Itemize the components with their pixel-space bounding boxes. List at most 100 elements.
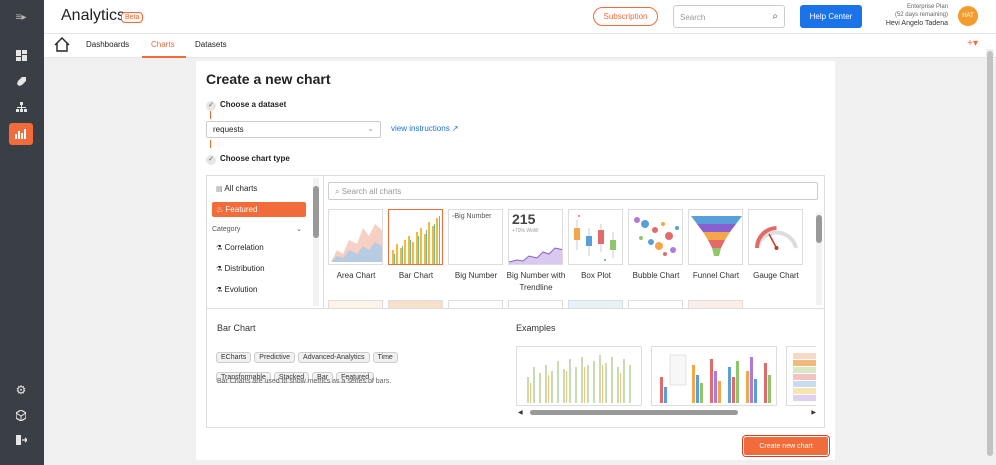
chart-thumb-next[interactable] [328, 300, 383, 309]
help-center-button[interactable]: Help Center [800, 5, 862, 28]
chart-thumb-bar[interactable] [388, 209, 443, 265]
home-icon[interactable] [54, 37, 70, 52]
chevron-down-icon: ⌄ [367, 124, 374, 133]
examples-scrollbar[interactable]: ◀ ▶ [516, 409, 816, 416]
dataset-select[interactable]: requests ⌄ [206, 121, 381, 138]
scroll-right-icon[interactable]: ▶ [811, 410, 816, 416]
gear-icon[interactable]: ⚙ [15, 383, 27, 397]
hierarchy-icon[interactable] [9, 96, 33, 118]
tag[interactable]: ECharts [216, 352, 252, 363]
categories-scrollbar[interactable] [313, 178, 319, 306]
all-charts-label: All charts [224, 184, 258, 193]
user-name: Hevi Angelo Tadena [885, 20, 948, 27]
expand-sidebar-icon[interactable]: ≡▸ [15, 11, 27, 23]
chart-thumb-next[interactable] [508, 300, 563, 309]
tag[interactable]: Featured [336, 372, 375, 383]
tag[interactable]: Advanced-Analytics [298, 352, 370, 363]
chart-picker: ▤ All charts ♨ Featured Category ⌄ ⚗ Cor… [206, 175, 825, 309]
category-item-distribution[interactable]: ⚗ Distribution [212, 261, 306, 276]
search-icon: ⌕ [772, 11, 778, 22]
scrollbar-thumb[interactable] [313, 186, 319, 238]
tag[interactable]: Bar [312, 372, 334, 383]
logout-icon[interactable] [9, 429, 33, 451]
step-label: Choose a dataset [220, 100, 287, 109]
featured-label: Featured [225, 205, 258, 214]
tab-datasets[interactable]: Datasets [195, 40, 227, 49]
tag[interactable]: Stacked [273, 372, 310, 383]
subscription-button[interactable]: Subscription [593, 7, 658, 26]
step-connector [210, 111, 211, 119]
chart-label: Big Number [454, 271, 498, 280]
chart-thumb-box-plot[interactable] [568, 209, 623, 265]
plan-days: (52 days remaining) [894, 12, 948, 18]
category-item-evolution[interactable]: ⚗ Evolution [212, 282, 306, 297]
chart-thumb-big-number[interactable]: ▫Big Number [448, 209, 503, 265]
chart-categories-panel: ▤ All charts ♨ Featured Category ⌄ ⚗ Cor… [207, 176, 324, 309]
example-image[interactable] [651, 346, 777, 406]
chart-thumb-bubble[interactable] [628, 209, 683, 265]
avatar[interactable]: HAT [958, 6, 978, 26]
chart-thumb-next[interactable] [448, 300, 503, 309]
chart-thumb-funnel[interactable] [688, 209, 743, 265]
chart-thumb-next[interactable] [628, 300, 683, 309]
search-charts-input[interactable]: ⌕ Search all charts [328, 182, 818, 200]
cube-icon[interactable] [9, 404, 33, 426]
scrollbar-thumb[interactable] [987, 51, 993, 456]
category-item-label: Evolution [224, 285, 258, 294]
chart-label: Gauge Chart [753, 271, 799, 280]
chart-thumb-gauge[interactable] [748, 209, 803, 265]
chart-thumb-next[interactable] [388, 300, 443, 309]
chart-label: Bubble Chart [632, 271, 680, 280]
chart-thumb-next[interactable] [688, 300, 743, 309]
chart-description: Bar Charts are used to show metrics as a… [217, 378, 392, 385]
scroll-left-icon[interactable]: ◀ [518, 410, 523, 416]
step-label: Choose chart type [220, 154, 290, 163]
big-number-sub: +70% WoW [512, 228, 539, 234]
check-icon: ✓ [206, 155, 216, 165]
dataset-value: requests [213, 125, 244, 134]
chart-label: Area Chart [336, 271, 376, 280]
charts-icon[interactable] [9, 123, 33, 145]
tag[interactable]: Predictive [254, 352, 296, 363]
chart-tags: ECharts Predictive Advanced-Analytics Time T… [216, 346, 441, 386]
selected-chart-title: Bar Chart [217, 323, 256, 333]
featured-item[interactable]: ♨ Featured [212, 202, 306, 217]
example-image[interactable] [516, 346, 642, 406]
chart-thumb-next[interactable] [568, 300, 623, 309]
charts-scrollbar[interactable] [816, 213, 822, 305]
left-rail: ≡▸ ⚙ [0, 0, 44, 465]
add-menu-icon[interactable]: +▾ [967, 38, 978, 49]
rocket-icon[interactable] [9, 70, 33, 92]
tab-dashboards[interactable]: Dashboards [86, 40, 130, 49]
page-scrollbar[interactable] [986, 49, 994, 459]
tab-charts[interactable]: Charts [151, 40, 175, 49]
app-title: Analytics [61, 7, 126, 24]
tag[interactable]: Time [372, 352, 398, 363]
search-input[interactable]: Search ⌕ [673, 5, 785, 28]
dashboard-icon[interactable] [9, 44, 33, 66]
chart-thumb-area[interactable] [328, 209, 383, 265]
all-charts-item[interactable]: ▤ All charts [212, 181, 306, 196]
chart-thumb-big-number-trendline[interactable]: 215 +70% WoW [508, 209, 563, 265]
category-item-label: Correlation [224, 243, 264, 252]
create-new-chart-button[interactable]: Create new chart [744, 437, 828, 455]
category-header[interactable]: Category ⌄ [212, 226, 302, 233]
broken-image-icon: ▫ [452, 213, 455, 220]
step-choose-chart-type: ✓ Choose chart type [206, 154, 290, 165]
scrollbar-thumb[interactable] [816, 215, 822, 243]
category-item-correlation[interactable]: ⚗ Correlation [212, 240, 306, 255]
search-icon: ⌕ [335, 187, 340, 196]
create-chart-card: Create a new chart ✓ Choose a dataset req… [196, 61, 835, 460]
view-instructions-link[interactable]: view instructions ↗ [391, 124, 459, 133]
scrollbar-thumb[interactable] [530, 410, 738, 415]
category-icon: ⚗ [216, 287, 223, 294]
beta-badge: Beta [121, 12, 144, 23]
chart-label: Bar Chart [398, 271, 434, 280]
active-tab-indicator [142, 56, 186, 58]
category-label: Category [212, 226, 241, 233]
search-placeholder: Search [680, 13, 706, 22]
example-image[interactable] [786, 346, 816, 406]
tag[interactable]: Transformable [216, 372, 271, 383]
chart-label: Funnel Chart [692, 271, 740, 280]
